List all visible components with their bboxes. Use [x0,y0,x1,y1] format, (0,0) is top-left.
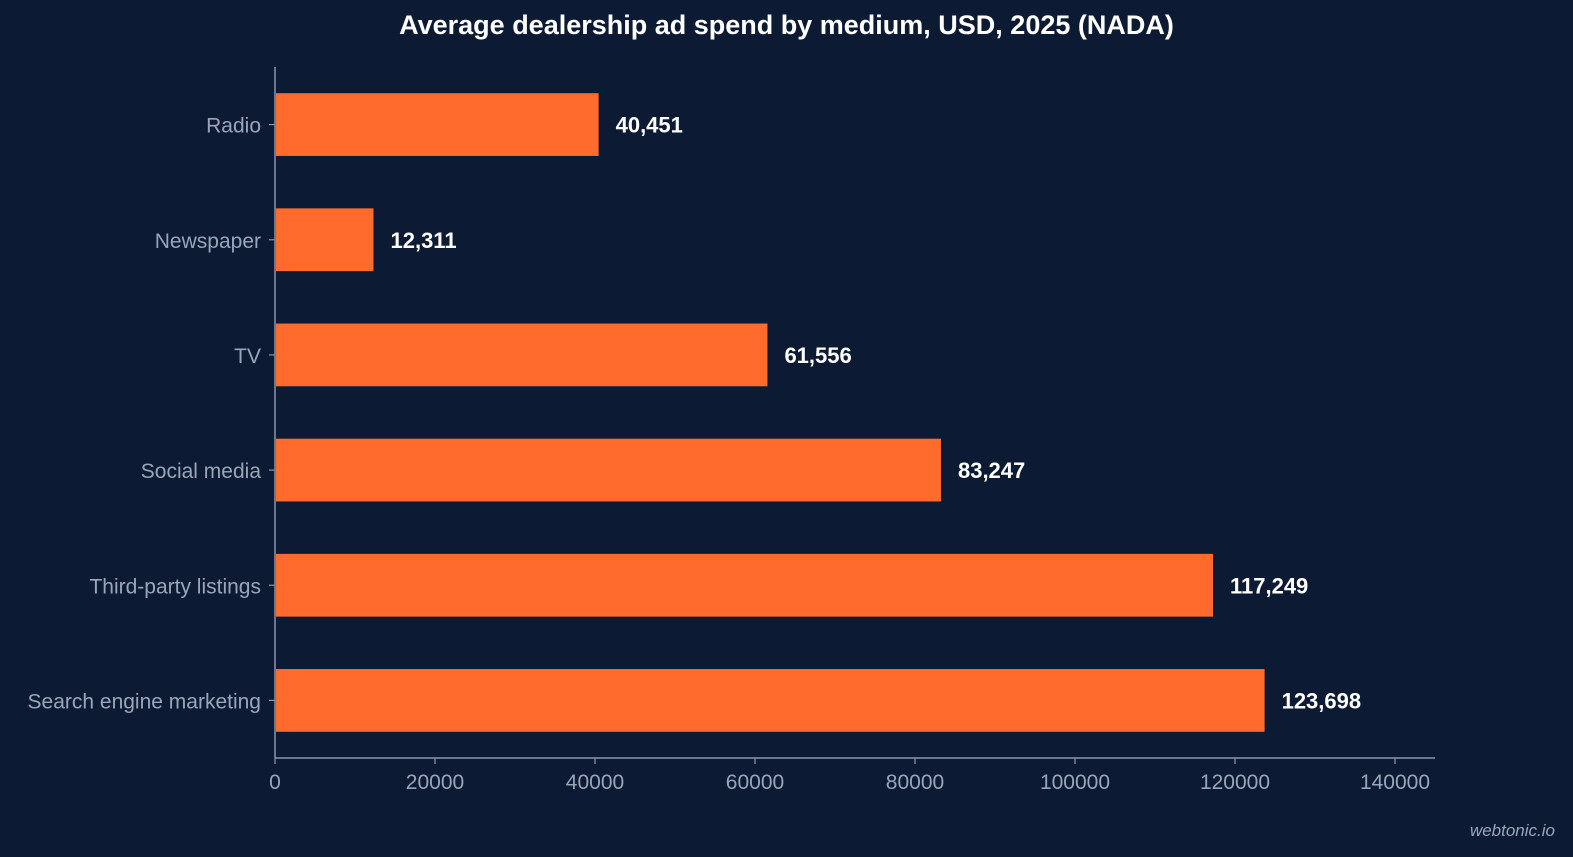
x-tick-label: 60000 [726,771,784,794]
category-label: TV [234,345,261,368]
x-tick-label: 140000 [1360,771,1430,794]
value-label: 40,451 [616,113,683,138]
bar [276,93,599,156]
value-label: 61,556 [784,343,851,368]
category-label: Search engine marketing [28,690,261,713]
value-label: 12,311 [390,228,456,253]
bar [276,323,768,387]
category-label: Third-party listings [89,575,261,598]
x-tick-label: 120000 [1200,771,1270,794]
x-tick-label: 0 [269,771,281,794]
x-tick-label: 40000 [566,771,624,794]
value-label: 123,698 [1282,688,1362,713]
category-label: Social media [141,460,262,483]
value-label: 117,249 [1230,573,1308,598]
x-tick-label: 100000 [1040,771,1110,794]
chart-title: Average dealership ad spend by medium, U… [399,10,1174,40]
bar [276,208,374,272]
watermark: webtonic.io [1469,821,1555,840]
value-label: 83,247 [958,458,1025,483]
bar [276,669,1265,732]
x-tick-label: 80000 [886,771,944,794]
bar [276,553,1213,617]
x-tick-label: 20000 [406,771,464,794]
bar [276,438,941,502]
category-label: Radio [206,115,261,138]
category-label: Newspaper [155,230,261,253]
